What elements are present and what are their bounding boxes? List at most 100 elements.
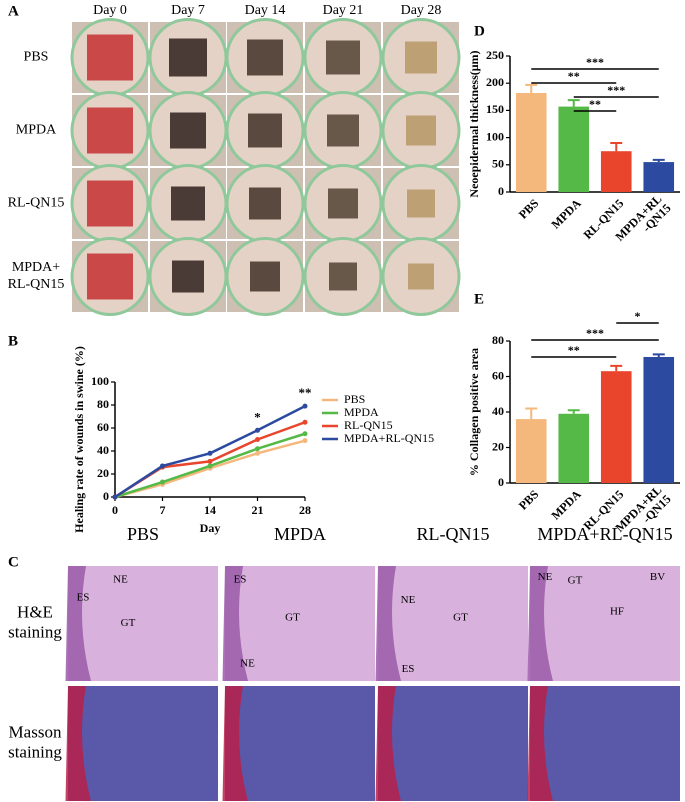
wound-area bbox=[169, 38, 207, 77]
wound-area bbox=[87, 34, 133, 81]
row-label-line: staining bbox=[8, 742, 62, 761]
wound-area bbox=[329, 262, 357, 291]
tissue-edge bbox=[222, 686, 248, 801]
wound-area bbox=[171, 186, 205, 221]
wound-area bbox=[247, 39, 283, 76]
data-point bbox=[302, 403, 308, 409]
row-label: MPDA+ RL-QN15 bbox=[8, 260, 65, 292]
legend-label: PBS bbox=[344, 392, 365, 406]
significance-label: * bbox=[635, 309, 641, 323]
row-label-line: MPDA+ bbox=[12, 260, 60, 275]
y-tick-label: 150 bbox=[486, 102, 504, 116]
data-point bbox=[112, 494, 118, 500]
image-annotation: HF bbox=[610, 606, 624, 618]
image-annotation: NE bbox=[240, 657, 255, 669]
column-header: PBS bbox=[127, 524, 159, 544]
error-bar bbox=[525, 83, 538, 93]
column-header: Day 14 bbox=[245, 3, 286, 18]
y-tick-label: 250 bbox=[486, 48, 504, 62]
column-header: Day 0 bbox=[93, 3, 127, 18]
histology-image bbox=[225, 566, 375, 681]
wound-area bbox=[405, 41, 437, 74]
x-tick-label: MPDA+RL-QN15 bbox=[612, 192, 673, 253]
tissue-edge bbox=[222, 566, 248, 681]
x-tick-label: 0 bbox=[112, 503, 118, 517]
image-annotation: ES bbox=[402, 663, 415, 675]
row-label-line: H&E bbox=[17, 602, 53, 621]
wound-area bbox=[407, 189, 435, 218]
y-tick-label: 60 bbox=[97, 420, 109, 434]
row-label: H&E staining bbox=[8, 602, 62, 641]
x-axis-title: Day bbox=[200, 521, 221, 535]
column-header: Day 21 bbox=[323, 3, 364, 18]
legend-label: RL-QN15 bbox=[344, 418, 393, 432]
image-annotation: GT bbox=[568, 574, 583, 586]
wound-area bbox=[249, 187, 281, 220]
significance-label: ** bbox=[568, 343, 580, 357]
bar bbox=[515, 92, 547, 192]
data-point bbox=[255, 450, 260, 456]
x-tick-label: 14 bbox=[204, 503, 216, 517]
data-point bbox=[160, 479, 165, 485]
significance-label: ** bbox=[589, 97, 601, 111]
error-bar bbox=[652, 158, 665, 163]
data-point bbox=[207, 463, 213, 469]
column-header: MPDA+RL-QN15 bbox=[537, 524, 672, 544]
wound-area bbox=[172, 260, 204, 293]
panel-letter: E bbox=[474, 291, 484, 307]
y-axis-title: Neoepidermal thickness(μm) bbox=[467, 50, 481, 197]
x-tick-label: 21 bbox=[252, 503, 264, 517]
data-point bbox=[160, 463, 165, 469]
legend-label: MPDA bbox=[344, 405, 379, 419]
significance-label: ** bbox=[568, 69, 580, 83]
wound-area bbox=[328, 188, 358, 219]
y-tick-label: 0 bbox=[103, 489, 109, 503]
bar bbox=[558, 413, 590, 483]
row-label: PBS bbox=[24, 50, 49, 65]
data-point bbox=[207, 458, 213, 464]
column-header: Day 28 bbox=[401, 3, 442, 18]
bar bbox=[643, 162, 675, 192]
column-header: Day 7 bbox=[171, 3, 205, 18]
tissue-edge bbox=[527, 566, 553, 681]
image-annotation: NE bbox=[113, 573, 128, 585]
panel-letter: A bbox=[8, 3, 19, 19]
tissue-edge bbox=[375, 686, 401, 801]
y-tick-label: 0 bbox=[498, 475, 504, 489]
y-tick-label: 50 bbox=[492, 157, 504, 171]
data-point bbox=[255, 427, 260, 433]
histology-image bbox=[530, 566, 680, 681]
wound-area bbox=[248, 113, 282, 148]
y-tick-label: 80 bbox=[492, 333, 504, 347]
y-tick-label: 40 bbox=[492, 404, 504, 418]
image-annotation: NE bbox=[538, 571, 553, 583]
tissue-edge bbox=[65, 566, 91, 681]
wound-area bbox=[406, 115, 436, 146]
error-bar bbox=[567, 99, 580, 107]
data-point bbox=[255, 446, 260, 452]
y-tick-label: 80 bbox=[97, 397, 109, 411]
x-tick-label: MPDA bbox=[548, 196, 584, 232]
y-tick-label: 20 bbox=[97, 466, 109, 480]
x-tick-label: 28 bbox=[299, 503, 311, 517]
bar bbox=[600, 151, 632, 192]
y-axis-title: % Collagen positive area bbox=[467, 348, 481, 476]
column-header: RL-QN15 bbox=[417, 524, 490, 544]
image-annotation: ES bbox=[234, 573, 247, 585]
image-annotation: GT bbox=[121, 617, 136, 629]
y-axis-title: Healing rate of wounds in swine (%) bbox=[72, 346, 86, 533]
significance-label: *** bbox=[607, 83, 625, 97]
histology-image bbox=[225, 686, 375, 801]
data-point bbox=[207, 450, 213, 456]
image-annotation: GT bbox=[453, 611, 468, 623]
histology-image bbox=[378, 686, 528, 801]
y-tick-label: 20 bbox=[492, 439, 504, 453]
y-tick-label: 60 bbox=[492, 368, 504, 382]
histology-image bbox=[378, 566, 528, 681]
bar bbox=[643, 356, 675, 483]
y-tick-label: 40 bbox=[97, 443, 109, 457]
tissue-edge bbox=[65, 686, 91, 801]
error-bar bbox=[610, 142, 623, 152]
data-point bbox=[255, 437, 260, 442]
